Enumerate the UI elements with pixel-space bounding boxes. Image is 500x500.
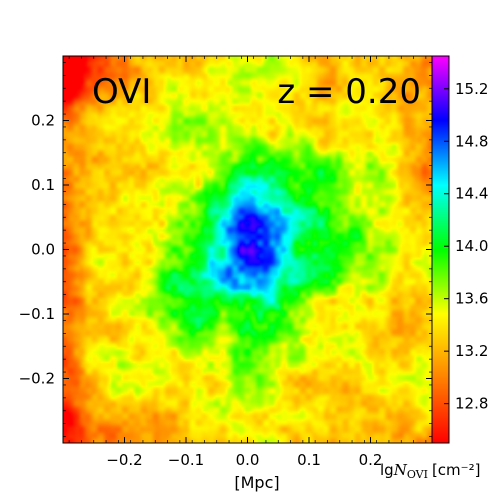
y-tick-label: 0.0 [31, 241, 55, 259]
colorbar-axis: 15.2 14.8 14.4 14.0 13.6 13.2 12.8 [444, 80, 488, 413]
colorbar-tick-label: 12.8 [455, 395, 488, 413]
colorbar-label-units: [cm⁻²] [432, 461, 481, 479]
x-tick-label: −0.2 [106, 451, 142, 469]
colorbar-tick-label: 14.4 [455, 185, 488, 203]
colorbar [431, 55, 450, 444]
y-tick-label: 0.1 [31, 176, 55, 194]
y-tick-label: −0.1 [19, 305, 55, 323]
x-tick-label: 0.1 [297, 451, 321, 469]
x-tick-label: 0.2 [359, 451, 383, 469]
colorbar-label-symbol: N [393, 461, 408, 479]
x-axis-label: [Mpc] [234, 473, 279, 492]
heatmap-image [63, 56, 432, 443]
colorbar-tick-label: 13.2 [455, 342, 488, 360]
heatmap-area [63, 56, 432, 443]
colorbar-label: lgNOVI [cm⁻²] [380, 461, 480, 481]
ion-annotation: OVI [92, 72, 151, 112]
colorbar-tick-label: 15.2 [455, 80, 488, 98]
redshift-annotation: z = 0.20 [277, 72, 421, 112]
colorbar-label-subscript: OVI [407, 468, 428, 481]
x-axis: −0.2 −0.1 0.0 0.1 0.2 [68, 56, 427, 469]
x-tick-label: −0.1 [168, 451, 204, 469]
colorbar-tick-label: 13.6 [455, 290, 488, 308]
y-tick-label: 0.2 [31, 112, 55, 130]
colorbar-tick-label: 14.0 [455, 237, 488, 255]
y-tick-label: −0.2 [19, 370, 55, 388]
x-tick-label: 0.0 [236, 451, 260, 469]
y-axis: 0.2 0.1 0.0 −0.1 −0.2 [19, 62, 432, 437]
colorbar-tick-label: 14.8 [455, 132, 488, 150]
colorbar-label-prefix: lg [380, 461, 394, 479]
